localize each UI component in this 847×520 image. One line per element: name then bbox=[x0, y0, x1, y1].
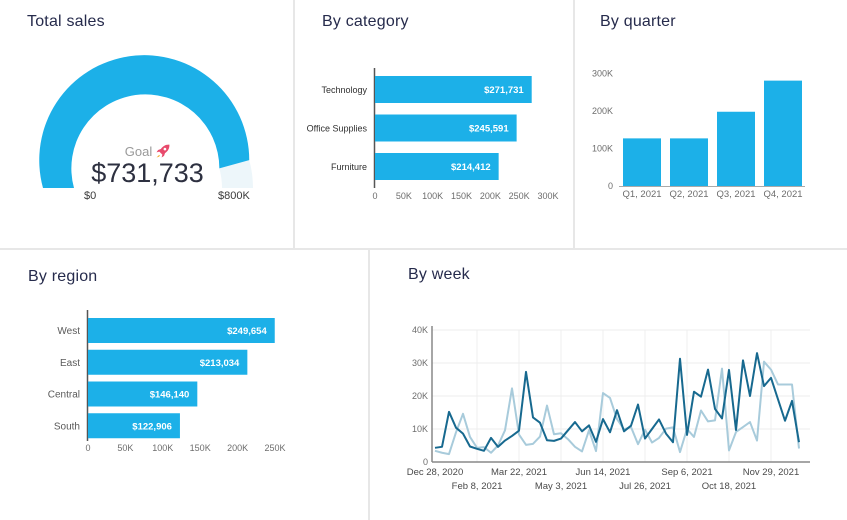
bar-value-label: $122,906 bbox=[132, 421, 172, 432]
x-tick-label: 150K bbox=[190, 443, 211, 453]
x-tick-label: 150K bbox=[451, 191, 472, 201]
x-tick-label: Feb 8, 2021 bbox=[452, 481, 503, 492]
y-tick-label: 0 bbox=[608, 181, 613, 191]
gauge-fill-arc[interactable] bbox=[39, 55, 250, 188]
bar-value-label: $146,140 bbox=[150, 390, 190, 401]
y-tick-label: 300K bbox=[592, 69, 613, 79]
bar-furniture[interactable] bbox=[375, 153, 499, 180]
x-tick-label: 0 bbox=[85, 443, 90, 453]
x-tick-label: 50K bbox=[396, 191, 412, 201]
x-tick-label: 100K bbox=[152, 443, 173, 453]
x-tick-label: Oct 18, 2021 bbox=[702, 481, 756, 492]
x-tick-label: 250K bbox=[509, 191, 530, 201]
bar-central[interactable] bbox=[88, 381, 198, 407]
x-tick-label: Jul 26, 2021 bbox=[619, 481, 671, 492]
gauge-track bbox=[219, 160, 253, 188]
x-tick-label: Jun 14, 2021 bbox=[576, 467, 631, 478]
by-quarter-chart: 0 100K 200K 300K Q1, 2021 Q2, 2021 Q3, 2021 Q4,… bbox=[592, 69, 805, 200]
bar-value-label: $214,412 bbox=[451, 162, 491, 173]
y-tick-label: 10K bbox=[412, 424, 428, 434]
bar-east[interactable] bbox=[88, 349, 248, 375]
card-by-quarter: By quarter 0 100K 200K 300K Q1, 2021 Q2, 2021… bbox=[575, 0, 847, 250]
gauge-min-label: $0 bbox=[84, 190, 97, 202]
gauge-max-label: $800K bbox=[218, 190, 250, 202]
gauge-value: $731,733 bbox=[91, 158, 204, 188]
bar-value-label: $271,731 bbox=[484, 85, 524, 96]
card-by-week: By week 0 10K 20K 30K 40K Dec 28, 2020 Mar 22,… bbox=[370, 250, 847, 520]
x-tick-label: 200K bbox=[480, 191, 501, 201]
total-sales-title: Total sales bbox=[27, 13, 105, 30]
category-label: Central bbox=[48, 390, 80, 401]
bar-south[interactable] bbox=[88, 413, 180, 439]
bar-value-label: $249,654 bbox=[227, 326, 267, 337]
x-tick-label: 0 bbox=[372, 191, 377, 201]
bar-value-label: $213,034 bbox=[200, 358, 240, 369]
x-tick-label: 250K bbox=[264, 443, 285, 453]
bar-value-label: $245,591 bbox=[469, 124, 509, 135]
category-label: Office Supplies bbox=[307, 124, 368, 134]
gauge-chart bbox=[39, 55, 253, 188]
x-tick-label: Nov 29, 2021 bbox=[743, 467, 800, 478]
by-week-chart: 0 10K 20K 30K 40K Dec 28, 2020 Mar 22, 2021 Jun… bbox=[407, 325, 810, 492]
bar-q3[interactable] bbox=[717, 111, 755, 186]
by-region-chart: West $249,654 East $213,034 Central $146,140 S… bbox=[48, 310, 286, 453]
x-tick-label: 50K bbox=[117, 443, 133, 453]
card-by-category: By category Technology $271,731 Office Sup… bbox=[295, 0, 575, 250]
y-tick-label: 200K bbox=[592, 106, 613, 116]
y-tick-label: 30K bbox=[412, 358, 428, 368]
bar-west[interactable] bbox=[88, 318, 275, 343]
series-light-blue[interactable] bbox=[434, 360, 800, 456]
y-tick-label: 0 bbox=[423, 457, 428, 467]
by-category-title: By category bbox=[322, 13, 409, 30]
x-tick-label: Mar 22, 2021 bbox=[491, 467, 547, 478]
series-dark-blue[interactable] bbox=[434, 352, 800, 452]
category-label: East bbox=[60, 358, 80, 369]
category-label: Technology bbox=[321, 85, 367, 95]
bar-office-supplies[interactable] bbox=[375, 114, 517, 142]
category-label: South bbox=[54, 421, 80, 432]
card-total-sales: Total sales Goal $731,733 $0 $800K bbox=[0, 0, 295, 250]
x-tick-label: Q3, 2021 bbox=[716, 189, 755, 200]
x-tick-label: Q1, 2021 bbox=[622, 189, 661, 200]
y-tick-label: 40K bbox=[412, 325, 428, 335]
card-by-region: By region West $249,654 East $213,034 Centra… bbox=[0, 250, 370, 520]
by-quarter-title: By quarter bbox=[600, 13, 676, 30]
x-tick-label: Dec 28, 2020 bbox=[407, 467, 464, 478]
bar-technology[interactable] bbox=[375, 76, 532, 103]
bar-q2[interactable] bbox=[670, 138, 708, 186]
x-tick-label: 200K bbox=[227, 443, 248, 453]
x-tick-label: May 3, 2021 bbox=[535, 481, 587, 492]
x-tick-label: 100K bbox=[422, 191, 443, 201]
by-category-chart: Technology $271,731 Office Supplies $245,59… bbox=[307, 68, 559, 201]
x-tick-label: Sep 6, 2021 bbox=[661, 467, 712, 478]
x-tick-label: Q2, 2021 bbox=[669, 189, 708, 200]
category-label: Furniture bbox=[331, 162, 367, 172]
by-region-title: By region bbox=[28, 268, 98, 285]
y-tick-label: 100K bbox=[592, 144, 613, 154]
x-tick-label: Q4, 2021 bbox=[763, 189, 802, 200]
goal-label-row: Goal bbox=[0, 144, 295, 159]
y-tick-label: 20K bbox=[412, 391, 428, 401]
by-week-title: By week bbox=[408, 266, 470, 283]
category-label: West bbox=[57, 326, 80, 337]
bar-q1[interactable] bbox=[623, 138, 661, 186]
goal-label: Goal bbox=[124, 144, 153, 159]
x-tick-label: 300K bbox=[537, 191, 558, 201]
rocket-icon bbox=[156, 144, 170, 158]
bar-q4[interactable] bbox=[764, 80, 802, 186]
